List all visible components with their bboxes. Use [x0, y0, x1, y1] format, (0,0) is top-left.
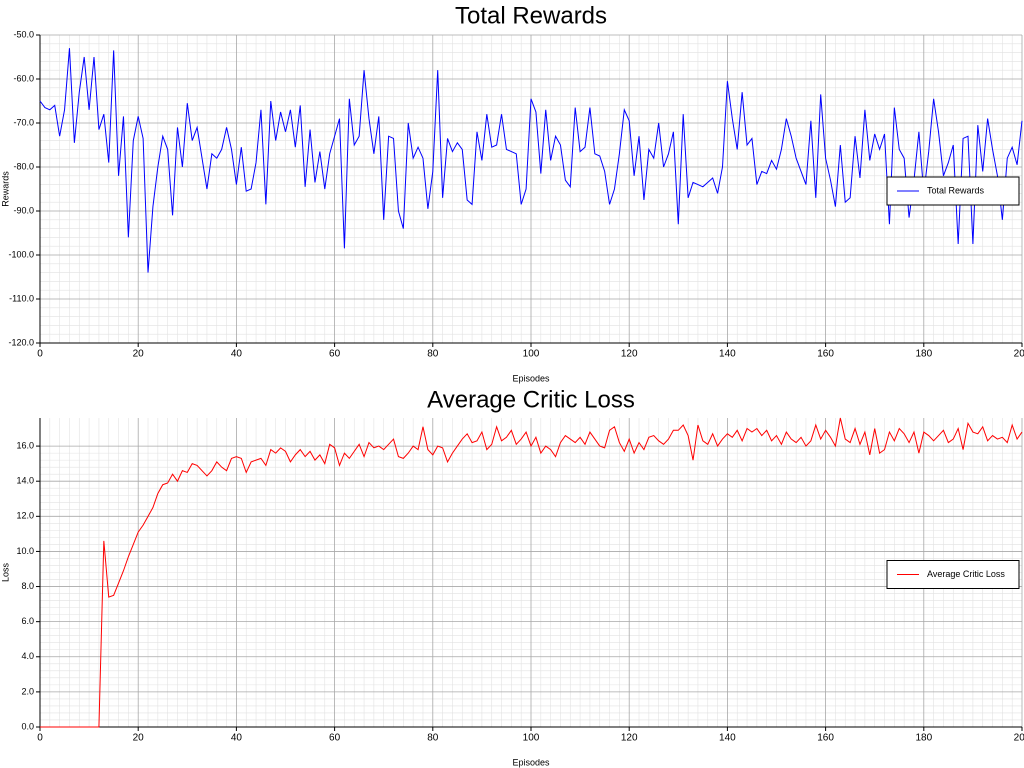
y-tick-label: -60.0 — [13, 73, 34, 83]
x-tick-label: 100 — [523, 733, 540, 744]
x-tick-label: 0 — [37, 733, 43, 744]
x-tick-label: 100 — [523, 349, 540, 360]
x-tick-label: 60 — [329, 349, 341, 360]
y-tick-label: 2.0 — [21, 686, 34, 696]
x-axis-label: Episodes — [512, 373, 550, 383]
x-tick-label: 60 — [329, 733, 341, 744]
y-tick-label: -70.0 — [13, 117, 34, 127]
y-tick-label: 10.0 — [16, 546, 34, 556]
x-tick-label: 40 — [231, 733, 243, 744]
y-tick-label: 14.0 — [16, 476, 34, 486]
x-tick-label: 80 — [427, 733, 439, 744]
chart: 0 20 40 60 80 100 120 140 160 180 200 -120.0 -110.0 -… — [0, 2, 1024, 383]
x-tick-label: 40 — [231, 349, 243, 360]
x-tick-label: 20 — [133, 349, 145, 360]
chart: 0 20 40 60 80 100 120 140 160 180 200 0.0 2.0 4.0 6.0 8… — [0, 386, 1024, 767]
data-line — [39, 48, 1023, 273]
legend: Total Rewards — [886, 176, 1020, 206]
legend: Average Critic Loss — [886, 560, 1020, 589]
y-tick-label: -50.0 — [13, 29, 34, 39]
y-tick-label: -110.0 — [9, 293, 34, 303]
data-line — [40, 417, 1023, 728]
y-tick-label: -120.0 — [8, 337, 34, 347]
chart-title: Average Critic Loss — [427, 386, 635, 413]
y-tick-label: -80.0 — [13, 161, 34, 171]
y-tick-label: 8.0 — [21, 581, 34, 591]
x-tick-label: 160 — [817, 349, 834, 360]
x-tick-label: 120 — [621, 349, 638, 360]
y-tick-label: 4.0 — [21, 651, 34, 661]
x-tick-label: 200 — [1014, 733, 1024, 744]
chart-title: Total Rewards — [455, 2, 607, 29]
y-tick-label: -90.0 — [13, 205, 34, 215]
y-tick-label: 16.0 — [16, 440, 34, 450]
legend-label: Total Rewards — [927, 185, 985, 195]
y-tick-label: 12.0 — [16, 511, 34, 521]
x-tick-label: 0 — [37, 349, 43, 360]
x-tick-label: 160 — [817, 733, 834, 744]
x-tick-label: 200 — [1014, 349, 1024, 360]
x-tick-label: 20 — [133, 733, 145, 744]
y-axis-label: Rewards — [0, 171, 10, 207]
x-tick-label: 180 — [915, 733, 932, 744]
x-tick-label: 80 — [427, 349, 439, 360]
y-tick-label: 6.0 — [21, 616, 34, 626]
x-tick-label: 120 — [621, 733, 638, 744]
y-tick-label: 0.0 — [21, 721, 34, 731]
x-axis-label: Episodes — [512, 757, 550, 767]
x-tick-label: 140 — [719, 733, 736, 744]
x-tick-label: 180 — [915, 349, 932, 360]
y-tick-label: -100.0 — [8, 249, 34, 259]
x-tick-label: 140 — [719, 349, 736, 360]
y-axis-label: Loss — [0, 562, 10, 582]
legend-label: Average Critic Loss — [927, 569, 1005, 579]
